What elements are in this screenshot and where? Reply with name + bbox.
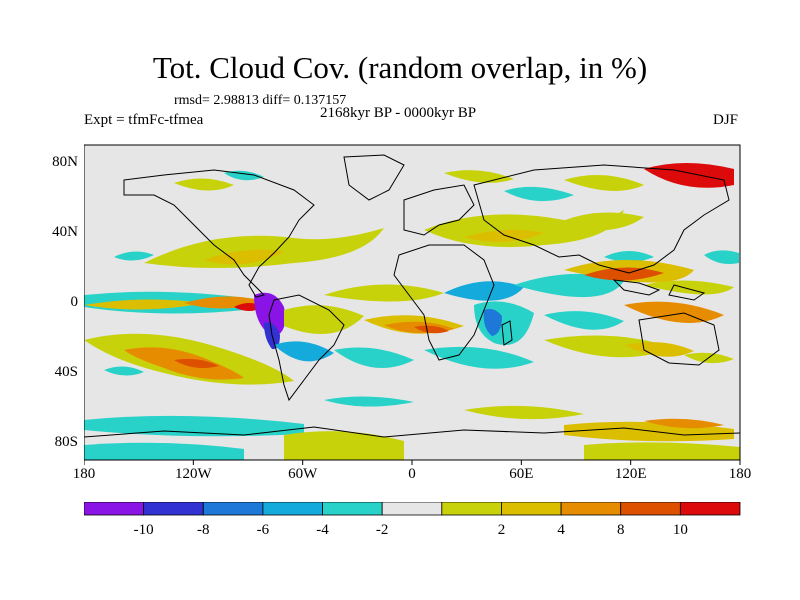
period-label: 2168kyr BP - 0000kyr BP [320, 105, 477, 121]
colorbar-box [143, 502, 204, 516]
colorbar-label: -6 [257, 522, 270, 538]
colorbar: -10 -8 -6 -4 -2 2 4 8 10 [84, 502, 741, 538]
coastlines [84, 154, 741, 438]
colorbar-box [322, 502, 383, 516]
colorbar-box [84, 502, 145, 516]
x-tick-label: 180 [728, 466, 752, 482]
map-title: Tot. Cloud Cov. (random overlap, in %) [152, 50, 648, 85]
colorbar-label: 8 [617, 522, 625, 538]
colorbar-box [441, 502, 502, 516]
colorbar-label: 10 [673, 522, 688, 538]
y-tick-label: 40N [52, 223, 78, 240]
x-tick-label: 120E [614, 466, 647, 482]
colorbar-box [381, 502, 443, 516]
colorbar-box [560, 502, 622, 516]
colorbar-box [620, 502, 681, 516]
x-tick-label: 180 [72, 466, 96, 482]
colorbar-box [679, 502, 741, 516]
y-tick-label: 80S [54, 433, 78, 450]
y-tick-label: 40S [54, 363, 78, 380]
colorbar-box [262, 502, 323, 516]
colorbar-label: -4 [316, 522, 329, 538]
colorbar-label: -2 [376, 522, 389, 538]
x-tick-label: 60W [288, 466, 318, 482]
experiment-label: Expt = tfmFc-tfmea [84, 112, 204, 128]
x-tick-label: 60E [509, 466, 534, 482]
colorbar-box [501, 502, 562, 516]
x-tick-label: 120W [174, 466, 212, 482]
colorbar-box [202, 502, 264, 516]
y-tick-label: 0 [70, 293, 79, 310]
x-tick-label: 0 [408, 466, 416, 482]
colorbar-label: 2 [498, 522, 506, 538]
y-tick-label: 80N [52, 153, 78, 170]
colorbar-label: 4 [557, 522, 565, 538]
colorbar-label: -10 [134, 522, 154, 538]
rmsd-diff-stats: rmsd= 2.98813 diff= 0.137157 [174, 93, 347, 108]
colorbar-label: -8 [197, 522, 210, 538]
season-label: DJF [713, 112, 739, 128]
cloud-cover-difference-map [84, 144, 741, 465]
axis-ticks [84, 460, 741, 465]
